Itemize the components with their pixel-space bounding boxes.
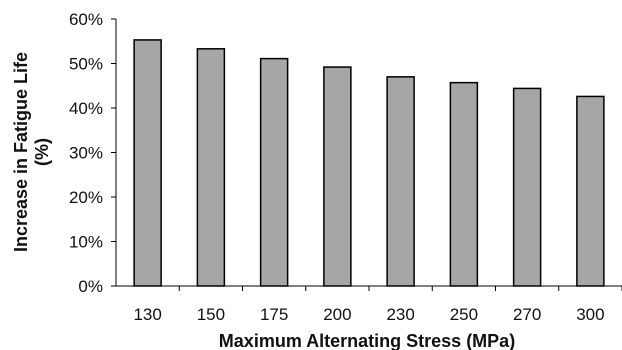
bar <box>196 48 226 287</box>
bar <box>259 57 289 287</box>
y-axis-title-line2: (%) <box>32 138 52 166</box>
bar <box>512 87 542 287</box>
x-tick-label: 130 <box>133 305 161 324</box>
x-tick-label: 270 <box>513 305 541 324</box>
bar <box>576 95 605 287</box>
y-tick-label: 10% <box>69 233 103 252</box>
y-tick-label: 20% <box>69 188 103 207</box>
bar <box>323 66 352 287</box>
y-tick-label: 60% <box>69 10 103 29</box>
x-tick-label: 175 <box>260 305 288 324</box>
x-tick-label: 150 <box>197 305 225 324</box>
y-tick-label: 30% <box>69 144 103 163</box>
x-tick-label: 250 <box>450 305 478 324</box>
y-axis-title-line1: Increase in Fatigue Life <box>11 52 31 252</box>
bar <box>386 76 415 287</box>
x-axis-title: Maximum Alternating Stress (MPa) <box>219 331 515 350</box>
bar <box>133 39 162 287</box>
bars <box>133 39 605 287</box>
y-tick-label: 50% <box>69 55 103 74</box>
x-tick-label: 300 <box>576 305 604 324</box>
y-tick-label: 40% <box>69 99 103 118</box>
x-tick-label: 200 <box>323 305 351 324</box>
y-axis-ticks: 0% 10% 20% 30% 40% 50% 60% <box>69 10 116 296</box>
y-tick-label: 0% <box>78 277 103 296</box>
x-axis-ticks: 130 150 175 200 230 250 270 300 <box>133 286 622 324</box>
bar <box>449 81 479 287</box>
y-axis-title: Increase in Fatigue Life (%) <box>11 52 52 252</box>
x-tick-label: 230 <box>386 305 414 324</box>
